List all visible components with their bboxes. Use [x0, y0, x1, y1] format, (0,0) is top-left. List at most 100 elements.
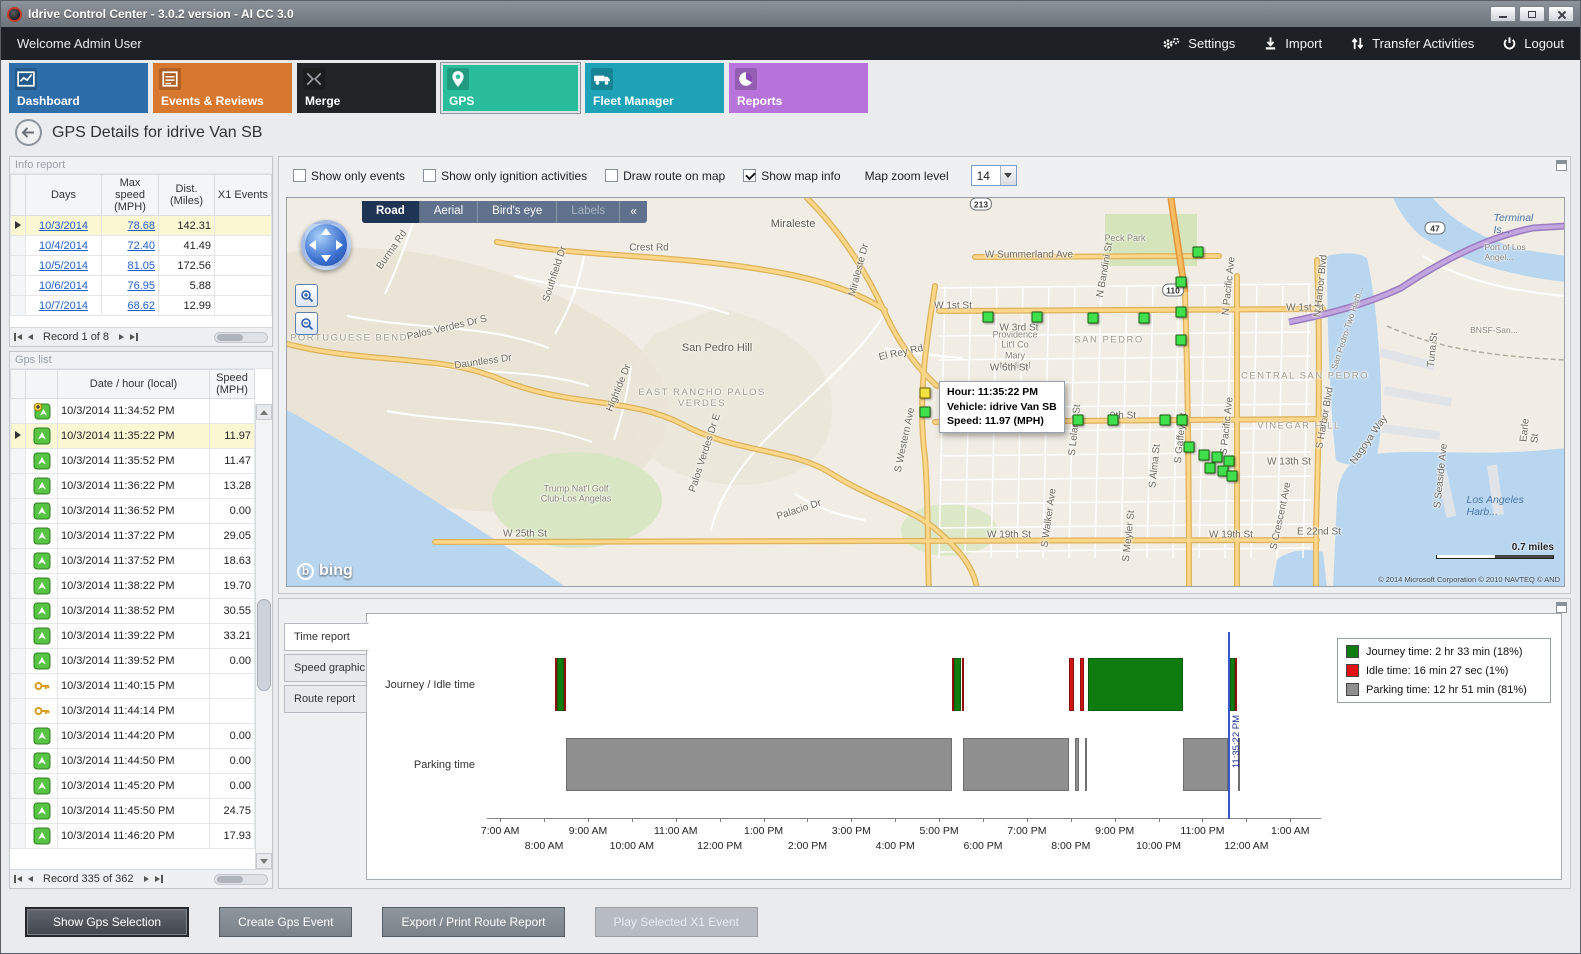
chart-tab-time-report[interactable]: Time report — [284, 623, 369, 651]
max-speed-link[interactable]: 68.62 — [127, 299, 155, 312]
scroll-down-button[interactable] — [256, 853, 272, 869]
gps-prev-page-button[interactable] — [28, 876, 33, 882]
create-gps-event-button[interactable]: Create Gps Event — [219, 907, 353, 937]
close-button[interactable] — [1548, 6, 1574, 22]
module-tile-merge[interactable]: Merge — [297, 63, 436, 113]
module-tile-gps[interactable]: GPS — [441, 63, 580, 113]
gps-marker[interactable] — [1198, 449, 1210, 461]
gps-marker[interactable] — [919, 406, 931, 418]
checkbox-icon[interactable] — [605, 169, 619, 182]
gps-list-row[interactable]: 10/3/2014 11:37:22 PM 29.05 — [10, 523, 255, 549]
gps-list-row[interactable]: 10/3/2014 11:38:52 PM 30.55 — [10, 598, 255, 624]
day-link[interactable]: 10/7/2014 — [39, 299, 88, 312]
gps-last-page-button[interactable] — [154, 875, 163, 883]
gps-next-page-button[interactable] — [143, 876, 149, 882]
collapse-map-menu-button[interactable]: « — [630, 204, 637, 218]
gps-list-row[interactable]: 10/3/2014 11:39:22 PM 33.21 — [10, 623, 255, 649]
gps-marker[interactable] — [1176, 414, 1188, 426]
checkbox-icon[interactable] — [743, 169, 757, 182]
map-zoom-level-select[interactable]: 14 — [970, 165, 1017, 186]
max-speed-link[interactable]: 72.40 — [127, 239, 155, 252]
gps-column-header[interactable]: Date / hour (local) — [57, 369, 210, 399]
max-speed-link[interactable]: 78.68 — [127, 219, 155, 232]
gps-list-row[interactable]: 10/3/2014 11:46:20 PM 17.93 — [10, 823, 255, 849]
info-report-row[interactable]: 10/3/2014 78.68 142.31 — [10, 215, 272, 236]
info-next-page-button[interactable] — [119, 334, 125, 340]
gps-list-row[interactable]: 10/3/2014 11:44:20 PM 0.00 — [10, 723, 255, 749]
checkbox-icon[interactable] — [423, 169, 437, 182]
day-link[interactable]: 10/5/2014 — [39, 259, 88, 272]
gps-list-row[interactable]: 10/3/2014 11:38:22 PM 19.70 — [10, 573, 255, 599]
gps-list-row[interactable]: 10/3/2014 11:40:15 PM — [10, 673, 255, 699]
export-print-route-report-button[interactable]: Export / Print Route Report — [382, 907, 565, 937]
gps-list-row[interactable]: 10/3/2014 11:44:50 PM 0.00 — [10, 748, 255, 774]
info-report-row[interactable]: 10/7/2014 68.62 12.99 — [10, 295, 272, 316]
gps-list-row[interactable]: 10/3/2014 11:35:22 PM 11.97 — [10, 423, 255, 449]
info-report-row[interactable]: 10/6/2014 76.95 5.88 — [10, 275, 272, 296]
gps-list-row[interactable]: 10/3/2014 11:36:52 PM 0.00 — [10, 498, 255, 524]
gps-list-scrollbar[interactable] — [255, 404, 272, 869]
map-style-tab-aerial[interactable]: Aerial — [420, 201, 479, 223]
module-tile-dashboard[interactable]: Dashboard — [9, 63, 148, 113]
gps-list-row[interactable]: 10/3/2014 11:39:52 PM 0.00 — [10, 648, 255, 674]
gps-list-row[interactable]: 10/3/2014 11:45:20 PM 0.00 — [10, 773, 255, 799]
checkbox-icon[interactable] — [293, 169, 306, 182]
day-link[interactable]: 10/3/2014 — [39, 219, 88, 232]
import-button[interactable]: Import — [1263, 36, 1322, 51]
zoom-out-button[interactable] — [295, 312, 318, 335]
gps-marker[interactable] — [1223, 455, 1235, 467]
day-link[interactable]: 10/6/2014 — [39, 279, 88, 292]
info-first-page-button[interactable] — [14, 333, 22, 341]
info-scrollbar[interactable] — [214, 331, 268, 343]
transfer-activities-button[interactable]: Transfer Activities — [1350, 36, 1474, 51]
scrollbar-thumb[interactable] — [257, 599, 271, 692]
max-speed-link[interactable]: 81.05 — [127, 259, 155, 272]
gps-column-header[interactable]: Speed (MPH) — [209, 369, 255, 399]
module-tile-fleet-manager[interactable]: Fleet Manager — [585, 63, 724, 113]
dropdown-button[interactable] — [999, 166, 1016, 185]
map-container[interactable]: Road Aerial Bird's eye Labels « Miraleste Pec… — [286, 197, 1565, 587]
scroll-up-button[interactable] — [256, 404, 272, 420]
info-column-header[interactable]: Max speed (MPH) — [101, 174, 159, 216]
max-speed-link[interactable]: 76.95 — [127, 279, 155, 292]
map-style-tab-road[interactable]: Road — [362, 201, 420, 223]
info-last-page-button[interactable] — [130, 333, 139, 341]
gps-marker[interactable] — [1138, 312, 1150, 324]
info-report-row[interactable]: 10/4/2014 72.40 41.49 — [10, 235, 272, 256]
minimize-button[interactable] — [1490, 6, 1516, 22]
selected-gps-marker[interactable] — [919, 387, 931, 399]
gps-marker[interactable] — [1107, 414, 1119, 426]
info-column-header[interactable]: X1 Events — [214, 174, 272, 216]
maximize-button[interactable] — [1519, 6, 1545, 22]
maximize-map-panel-icon[interactable] — [1556, 160, 1567, 171]
map-compass-control[interactable] — [301, 220, 351, 270]
info-report-row[interactable]: 10/5/2014 81.05 172.56 — [10, 255, 272, 276]
gps-marker[interactable] — [1192, 246, 1204, 258]
gps-marker[interactable] — [1175, 276, 1187, 288]
gps-marker[interactable] — [1031, 311, 1043, 323]
gps-list-row[interactable]: 10/3/2014 11:45:50 PM 24.75 — [10, 798, 255, 824]
info-column-header[interactable]: Dist. (Miles) — [158, 174, 215, 216]
checkbox-draw-route-on-map[interactable]: Draw route on map — [605, 169, 725, 183]
checkbox-show-only-ignition-activities[interactable]: Show only ignition activities — [423, 169, 587, 183]
checkbox-show-only-events[interactable]: Show only events — [293, 169, 405, 183]
gps-marker[interactable] — [1175, 306, 1187, 318]
gps-marker[interactable] — [1204, 462, 1216, 474]
back-button[interactable] — [15, 119, 42, 146]
gps-list-row[interactable]: 10/3/2014 11:44:14 PM — [10, 698, 255, 724]
gps-first-page-button[interactable] — [14, 875, 22, 883]
gps-list-row[interactable]: 10/3/2014 11:37:52 PM 18.63 — [10, 548, 255, 574]
day-link[interactable]: 10/4/2014 — [39, 239, 88, 252]
gps-marker[interactable] — [1072, 414, 1084, 426]
zoom-in-button[interactable] — [295, 284, 318, 307]
checkbox-show-map-info[interactable]: Show map info — [743, 169, 841, 183]
chart-tab-speed-graphic[interactable]: Speed graphic — [284, 654, 367, 682]
gps-marker[interactable] — [1226, 470, 1238, 482]
gps-scrollbar[interactable] — [214, 873, 268, 885]
info-prev-page-button[interactable] — [28, 334, 33, 340]
gps-marker[interactable] — [1175, 334, 1187, 346]
maximize-chart-panel-icon[interactable] — [1556, 602, 1567, 613]
gps-marker[interactable] — [1211, 451, 1223, 463]
gps-list-row[interactable]: 10/3/2014 11:36:22 PM 13.28 — [10, 473, 255, 499]
gps-list-row[interactable]: 10/3/2014 11:35:52 PM 11.47 — [10, 448, 255, 474]
